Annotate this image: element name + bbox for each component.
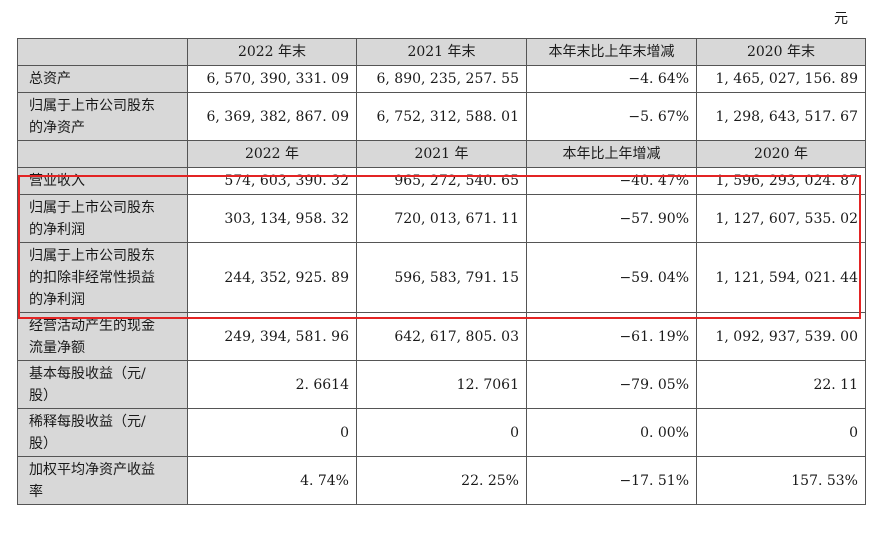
table-cell: 720, 013, 671. 11 [356, 194, 527, 243]
table-cell: −79. 05% [526, 360, 697, 409]
table-cell: 22. 11 [696, 360, 866, 409]
row-label-deducted-net-profit: 归属于上市公司股东 的扣除非经常性损益 的净利润 [17, 242, 188, 313]
table-cell: −5. 67% [526, 92, 697, 141]
table-cell: 1, 596, 293, 024. 87 [696, 167, 866, 195]
row-label-net-profit: 归属于上市公司股东 的净利润 [17, 194, 188, 243]
row-label-operating-cash-flow: 经营活动产生的现金 流量净额 [17, 312, 188, 361]
row-label-line: 的净利润 [29, 291, 85, 308]
table-cell: 22. 25% [356, 456, 527, 505]
table-cell: 303, 134, 958. 32 [187, 194, 357, 243]
col-header-change-end: 本年末比上年末增减 [526, 38, 697, 66]
table-cell: 12. 7061 [356, 360, 527, 409]
unit-label: 元 [834, 11, 848, 27]
table-cell: −57. 90% [526, 194, 697, 243]
row-label-net-assets: 归属于上市公司股东 的净资产 [17, 92, 188, 141]
row-label-line: 的净利润 [29, 221, 85, 238]
table-cell: 1, 298, 643, 517. 67 [696, 92, 866, 141]
table-cell: −59. 04% [526, 242, 697, 313]
header-corner-cell [17, 38, 188, 66]
row-label-line: 率 [29, 483, 43, 500]
col-header-2021-end: 2021 年末 [356, 38, 527, 66]
table-cell: 1, 092, 937, 539. 00 [696, 312, 866, 361]
table-cell: 0. 00% [526, 408, 697, 457]
table-row-net-assets: 归属于上市公司股东 的净资产 6, 369, 382, 867. 09 6, 7… [17, 92, 866, 141]
table-row-revenue: 营业收入 574, 603, 390. 32 965, 272, 540. 65… [17, 167, 866, 195]
row-label-diluted-eps: 稀释每股收益（元/ 股） [17, 408, 188, 457]
col-header-2022: 2022 年 [187, 140, 357, 168]
table-cell: 1, 121, 594, 021. 44 [696, 242, 866, 313]
row-label-line: 加权平均净资产收益 [29, 461, 155, 478]
table-row-deducted-net-profit: 归属于上市公司股东 的扣除非经常性损益 的净利润 244, 352, 925. … [17, 242, 866, 313]
table-cell: 249, 394, 581. 96 [187, 312, 357, 361]
row-label-line: 基本每股收益（元/ [29, 365, 146, 382]
table-cell: 642, 617, 805. 03 [356, 312, 527, 361]
col-header-change: 本年比上年增减 [526, 140, 697, 168]
row-label-line: 归属于上市公司股东 [29, 247, 155, 264]
row-label-line: 股） [29, 435, 57, 452]
table-cell: 6, 570, 390, 331. 09 [187, 65, 357, 93]
row-label-revenue: 营业收入 [17, 167, 188, 195]
table-cell: 965, 272, 540. 65 [356, 167, 527, 195]
table-cell: 1, 127, 607, 535. 02 [696, 194, 866, 243]
table-row-weighted-roe: 加权平均净资产收益 率 4. 74% 22. 25% −17. 51% 157.… [17, 456, 866, 505]
row-label-line: 稀释每股收益（元/ [29, 413, 146, 430]
header-row-year: 2022 年 2021 年 本年比上年增减 2020 年 [17, 140, 866, 168]
financial-data-table: 2022 年末 2021 年末 本年末比上年末增减 2020 年末 总资产 6,… [17, 38, 866, 505]
table-row-total-assets: 总资产 6, 570, 390, 331. 09 6, 890, 235, 25… [17, 65, 866, 93]
table-cell: 157. 53% [696, 456, 866, 505]
table-cell: 0 [356, 408, 527, 457]
row-label-line: 的净资产 [29, 119, 85, 136]
table-cell: 4. 74% [187, 456, 357, 505]
row-label-line: 归属于上市公司股东 [29, 97, 155, 114]
table-cell: 1, 465, 027, 156. 89 [696, 65, 866, 93]
row-label-line: 经营活动产生的现金 [29, 317, 155, 334]
row-label-total-assets: 总资产 [17, 65, 188, 93]
table-cell: 0 [696, 408, 866, 457]
row-label-weighted-roe: 加权平均净资产收益 率 [17, 456, 188, 505]
table-cell: 6, 369, 382, 867. 09 [187, 92, 357, 141]
header-corner-cell [17, 140, 188, 168]
col-header-2020-end: 2020 年末 [696, 38, 866, 66]
table-cell: 6, 752, 312, 588. 01 [356, 92, 527, 141]
table-cell: 596, 583, 791. 15 [356, 242, 527, 313]
header-row-year-end: 2022 年末 2021 年末 本年末比上年末增减 2020 年末 [17, 38, 866, 66]
table-row-basic-eps: 基本每股收益（元/ 股） 2. 6614 12. 7061 −79. 05% 2… [17, 360, 866, 409]
table-row-net-profit: 归属于上市公司股东 的净利润 303, 134, 958. 32 720, 01… [17, 194, 866, 243]
row-label-line: 流量净额 [29, 339, 85, 356]
table-cell: 2. 6614 [187, 360, 357, 409]
row-label-basic-eps: 基本每股收益（元/ 股） [17, 360, 188, 409]
table-cell: −61. 19% [526, 312, 697, 361]
col-header-2022-end: 2022 年末 [187, 38, 357, 66]
table-cell: −17. 51% [526, 456, 697, 505]
table-cell: 6, 890, 235, 257. 55 [356, 65, 527, 93]
table-row-operating-cash-flow: 经营活动产生的现金 流量净额 249, 394, 581. 96 642, 61… [17, 312, 866, 361]
table-cell: 244, 352, 925. 89 [187, 242, 357, 313]
row-label-line: 的扣除非经常性损益 [29, 269, 155, 286]
row-label-line: 归属于上市公司股东 [29, 199, 155, 216]
table-cell: −4. 64% [526, 65, 697, 93]
table-row-diluted-eps: 稀释每股收益（元/ 股） 0 0 0. 00% 0 [17, 408, 866, 457]
table-cell: 574, 603, 390. 32 [187, 167, 357, 195]
col-header-2020: 2020 年 [696, 140, 866, 168]
table-cell: 0 [187, 408, 357, 457]
col-header-2021: 2021 年 [356, 140, 527, 168]
table-cell: −40. 47% [526, 167, 697, 195]
row-label-line: 股） [29, 387, 57, 404]
